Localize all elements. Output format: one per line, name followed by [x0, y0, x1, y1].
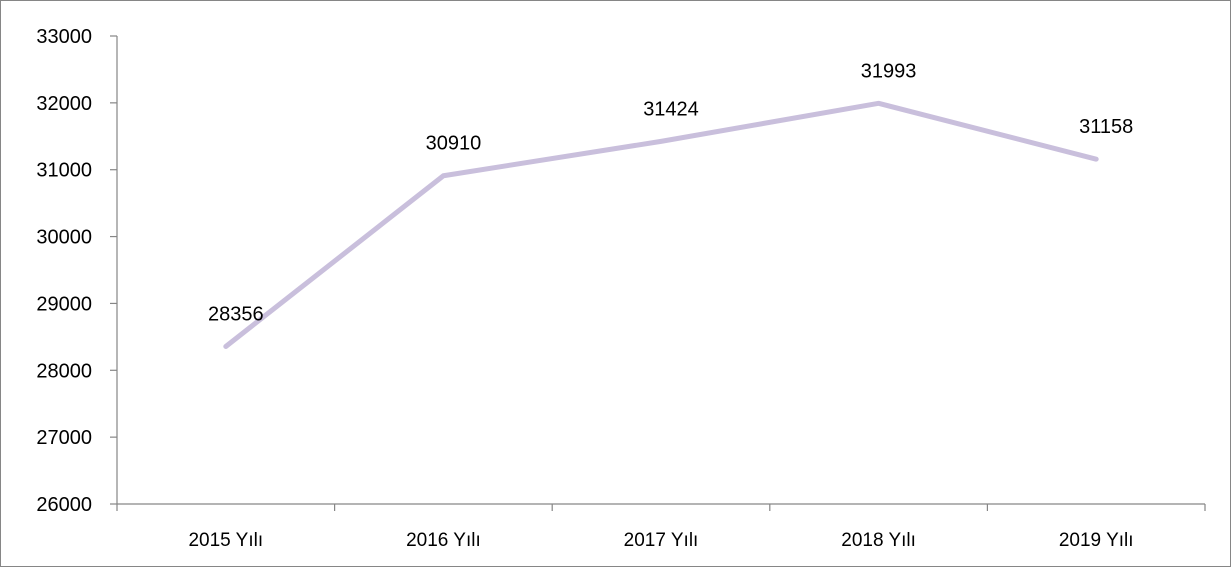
x-axis: 2015 Yılı 2016 Yılı 2017 Yılı 2018 Yılı 2019…: [116, 503, 1206, 551]
y-tick-label: 29000: [36, 293, 92, 315]
x-category-label: 2019 Yılı: [1059, 530, 1134, 551]
data-labels: 28356 30910 31424 31993 31158: [208, 60, 1133, 325]
data-point: [1095, 158, 1097, 160]
y-tick-label: 30000: [36, 227, 92, 249]
data-label: 30910: [426, 133, 482, 155]
data-label: 31424: [643, 98, 699, 120]
data-point: [442, 175, 444, 177]
data-label: 31158: [1079, 116, 1133, 138]
y-tick-label: 28000: [36, 360, 92, 382]
y-tick-label: 27000: [36, 427, 92, 449]
x-category-label: 2015 Yılı: [188, 530, 263, 551]
data-label: 31993: [861, 60, 917, 82]
x-category-label: 2017 Yılı: [624, 530, 699, 551]
data-point: [878, 102, 880, 104]
x-category-label: 2018 Yılı: [841, 530, 916, 551]
series-line: [223, 100, 1099, 349]
y-tick-label: 33000: [36, 26, 92, 48]
y-tick-label: 32000: [36, 93, 92, 115]
y-tick-label: 26000: [36, 494, 92, 516]
data-label: 28356: [208, 303, 264, 325]
series: [223, 100, 1099, 349]
y-tick-label: 31000: [36, 160, 92, 182]
data-point: [660, 140, 662, 142]
y-axis: 26000 27000 28000 29000 30000 31000 32000 33000: [36, 26, 118, 516]
x-category-label: 2016 Yılı: [406, 530, 481, 551]
data-point: [225, 345, 227, 347]
